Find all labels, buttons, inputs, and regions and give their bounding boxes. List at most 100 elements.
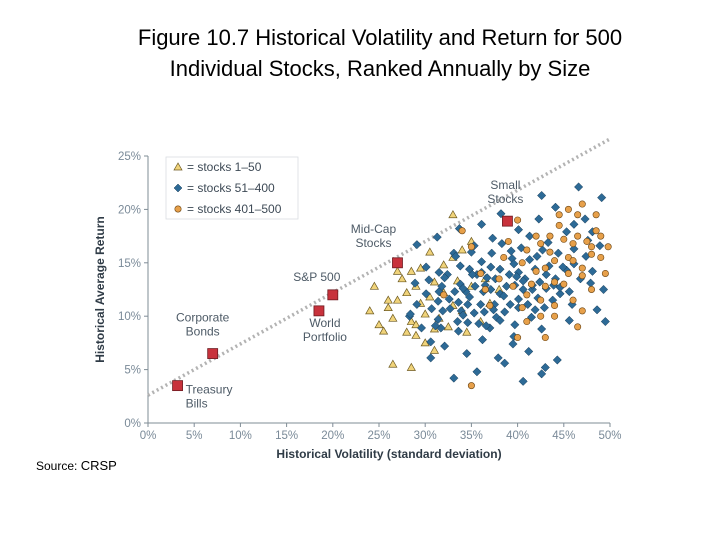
point-diamond: [434, 267, 444, 277]
point-diamond: [433, 296, 443, 306]
point-circle: [458, 227, 466, 235]
marker-s-p-500: [327, 289, 339, 301]
point-triangle: [402, 327, 412, 336]
point-diamond: [474, 319, 484, 329]
point-circle: [532, 232, 540, 240]
point-diamond: [412, 299, 422, 310]
label-s-p-500: S&P 500: [293, 270, 340, 284]
point-circle: [546, 248, 554, 256]
y-tick-label: 5%: [124, 365, 141, 377]
label-small-stocks: Small Stocks: [487, 178, 523, 206]
point-diamond: [513, 225, 524, 235]
label-line: Stocks: [355, 236, 391, 250]
point-circle: [537, 240, 545, 248]
point-circle: [481, 285, 489, 293]
label-world-portfolio: World Portfolio: [303, 316, 347, 344]
point-circle: [541, 264, 549, 272]
point-circle: [588, 243, 596, 251]
point-circle: [541, 334, 549, 342]
x-tick-label: 25%: [367, 430, 390, 442]
point-circle: [500, 253, 508, 261]
point-diamond: [486, 262, 496, 272]
point-diamond: [444, 294, 454, 304]
point-diamond: [432, 232, 442, 242]
point-diamond: [574, 182, 584, 192]
point-circle: [523, 291, 531, 299]
point-triangle: [457, 245, 467, 254]
point-diamond: [552, 355, 562, 365]
point-diamond: [433, 314, 443, 324]
point-diamond: [405, 309, 415, 319]
y-tick-label: 25%: [118, 151, 141, 163]
point-circle: [546, 232, 554, 240]
point-diamond: [504, 269, 514, 280]
point-circle: [518, 259, 526, 267]
point-diamond: [470, 281, 480, 291]
point-diamond: [541, 269, 551, 280]
y-tick-label: 15%: [118, 258, 141, 270]
point-diamond: [539, 303, 549, 313]
point-triangle: [369, 281, 379, 290]
trendline-layer: [147, 137, 611, 397]
point-circle: [578, 200, 586, 208]
point-diamond: [564, 287, 574, 297]
point-diamond: [537, 190, 547, 201]
point-triangle: [448, 210, 458, 219]
point-diamond: [534, 214, 544, 224]
point-diamond: [586, 278, 596, 288]
point-diamond: [497, 239, 507, 249]
point-triangle: [374, 320, 384, 329]
point-circle: [504, 237, 512, 245]
point-diamond: [426, 337, 436, 347]
point-circle: [597, 253, 605, 261]
point-circle: [537, 312, 545, 320]
legend-symbol-diamond: [173, 183, 183, 193]
point-circle: [523, 246, 531, 254]
source-note: Source: CRSP: [36, 458, 117, 473]
point-diamond: [450, 287, 460, 297]
point-circle: [569, 296, 577, 304]
point-circle: [523, 318, 531, 326]
point-diamond: [453, 326, 464, 336]
point-circle: [592, 211, 600, 219]
point-circle: [486, 302, 494, 310]
point-diamond: [553, 248, 563, 258]
label-line: Treasury: [186, 383, 233, 397]
point-diamond: [496, 209, 506, 219]
point-diamond: [410, 278, 420, 288]
legend-box: [165, 156, 299, 220]
point-circle: [518, 304, 526, 312]
label-line: Mid-Cap: [351, 222, 397, 236]
point-diamond: [479, 307, 489, 317]
point-triangle: [402, 287, 412, 297]
point-diamond: [537, 324, 547, 334]
point-circle: [495, 275, 503, 283]
point-circle: [574, 211, 582, 219]
point-diamond: [595, 241, 605, 251]
point-diamond: [495, 315, 505, 326]
point-circle: [509, 282, 517, 290]
legend-symbol-circle: [174, 205, 182, 213]
point-circle: [555, 221, 563, 229]
point-diamond: [477, 335, 488, 345]
point-diamond: [488, 233, 498, 243]
label-line: World: [309, 316, 340, 330]
point-triangle: [365, 306, 375, 315]
point-diamond: [437, 281, 447, 291]
point-diamond: [469, 308, 479, 318]
point-diamond: [518, 276, 528, 286]
point-triangle: [392, 295, 403, 304]
point-diamond: [458, 283, 468, 293]
labeled-points-layer: Treasury Bills Corporate Bonds World Portfoli…: [172, 178, 523, 411]
point-diamond: [513, 294, 524, 304]
point-circle: [564, 205, 572, 213]
point-diamond: [587, 266, 597, 276]
point-diamond: [562, 227, 572, 237]
point-circle: [551, 312, 559, 320]
point-diamond: [452, 316, 463, 327]
marker-mid-cap-stocks: [392, 257, 403, 269]
point-circle: [564, 269, 572, 277]
point-circle: [514, 334, 522, 342]
point-diamond: [509, 259, 519, 269]
point-circle: [467, 382, 475, 390]
